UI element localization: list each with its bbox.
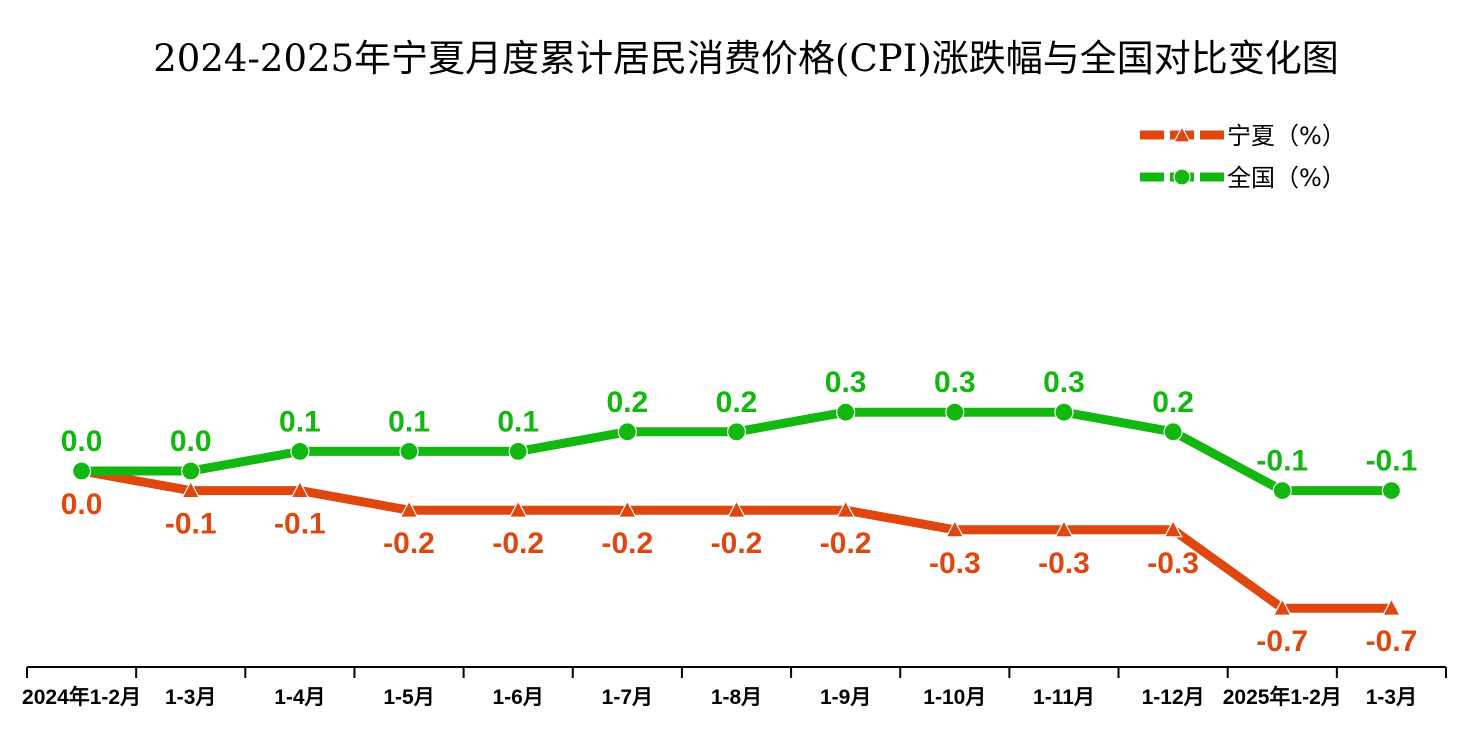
legend-item-ningxia: 宁夏（%） <box>1140 122 1346 150</box>
chart-title: 2024-2025年宁夏月度累计居民消费价格(CPI)涨跌幅与全国对比变化图 <box>153 37 1339 80</box>
legend-label-ningxia: 宁夏（%） <box>1227 122 1346 150</box>
legend-label-national: 全国（%） <box>1227 164 1346 192</box>
national-data-label: 0.3 <box>1043 366 1085 399</box>
ningxia-data-label: -0.1 <box>165 508 217 541</box>
national-data-label: 0.3 <box>934 366 976 399</box>
ningxia-data-label: -0.2 <box>820 527 872 560</box>
ningxia-point <box>181 480 201 499</box>
x-tick-label: 1-11月 <box>1033 686 1095 709</box>
ningxia-point <box>290 480 310 499</box>
labels-layer: 0.0 -0.1 -0.1 -0.2 -0.2 -0.2 -0.2 -0.2 -0.3 -0.3 -… <box>61 366 1418 658</box>
x-tick-label: 1-5月 <box>383 686 434 709</box>
national-point <box>945 402 965 422</box>
ningxia-data-label: 0.0 <box>61 488 103 521</box>
national-point <box>181 461 201 481</box>
ningxia-data-label: -0.2 <box>383 527 435 560</box>
national-point <box>1381 481 1402 501</box>
series-layer <box>71 402 1402 616</box>
ningxia-data-label: -0.2 <box>711 527 763 560</box>
ningxia-data-label: -0.7 <box>1366 625 1418 658</box>
national-data-label: 0.2 <box>716 386 758 419</box>
national-point <box>836 402 856 422</box>
legend: 宁夏（%） 全国（%） <box>1140 122 1346 192</box>
national-data-label: -0.1 <box>1256 445 1308 478</box>
national-point <box>508 441 528 461</box>
x-tick-label: 1-6月 <box>493 686 544 709</box>
x-tick-label: 1-12月 <box>1142 686 1205 709</box>
ningxia-point <box>617 499 637 518</box>
national-point <box>1272 481 1292 501</box>
ningxia-data-label: -0.3 <box>1147 547 1199 580</box>
ningxia-point <box>1054 519 1074 538</box>
national-data-label: 0.1 <box>279 405 321 438</box>
x-tick-label: 1-4月 <box>274 686 325 709</box>
national-data-label: 0.0 <box>61 425 103 458</box>
national-point <box>617 422 637 442</box>
national-data-label: 0.3 <box>825 366 867 399</box>
legend-item-national: 全国（%） <box>1140 164 1346 192</box>
national-data-label: -0.1 <box>1366 445 1418 478</box>
x-tick-label: 1-3月 <box>165 686 216 709</box>
ningxia-point <box>399 499 419 518</box>
ningxia-point <box>1272 597 1292 616</box>
x-tick-label: 1-8月 <box>711 686 762 709</box>
x-axis: 2024年1-2月 1-3月 1-4月 1-5月 1-6月 1-7月 1-8月 1-9月 1-1… <box>22 666 1447 709</box>
x-tick-label: 1-7月 <box>602 686 653 709</box>
ningxia-point <box>1163 519 1183 538</box>
national-point <box>726 422 747 442</box>
x-tick-label: 1-3月 <box>1366 686 1417 709</box>
national-point <box>1054 402 1074 422</box>
ningxia-data-label: -0.1 <box>274 508 326 541</box>
ningxia-data-label: -0.2 <box>492 527 544 560</box>
national-data-label: 0.2 <box>606 386 648 419</box>
ningxia-point <box>727 499 746 518</box>
x-tick-label: 2025年1-2月 <box>1223 685 1342 709</box>
ningxia-point <box>836 499 856 518</box>
x-tick-label: 1-9月 <box>820 686 871 709</box>
national-data-label: 0.2 <box>1152 386 1194 419</box>
national-point <box>71 461 92 481</box>
x-tick-label: 2024年1-2月 <box>22 685 141 709</box>
national-data-label: 0.0 <box>170 425 212 458</box>
national-point <box>1163 422 1183 442</box>
ningxia-data-label: -0.7 <box>1256 625 1308 658</box>
ningxia-data-label: -0.3 <box>1038 547 1090 580</box>
ningxia-point <box>945 519 965 538</box>
national-point <box>399 441 419 461</box>
x-tick-label: 1-10月 <box>923 686 986 709</box>
ningxia-data-label: -0.2 <box>601 527 653 560</box>
ningxia-point <box>508 499 528 518</box>
national-point <box>290 441 310 461</box>
ningxia-point <box>1381 597 1401 616</box>
national-data-label: 0.1 <box>388 405 430 438</box>
national-data-label: 0.1 <box>497 405 539 438</box>
ningxia-data-label: -0.3 <box>929 547 981 580</box>
